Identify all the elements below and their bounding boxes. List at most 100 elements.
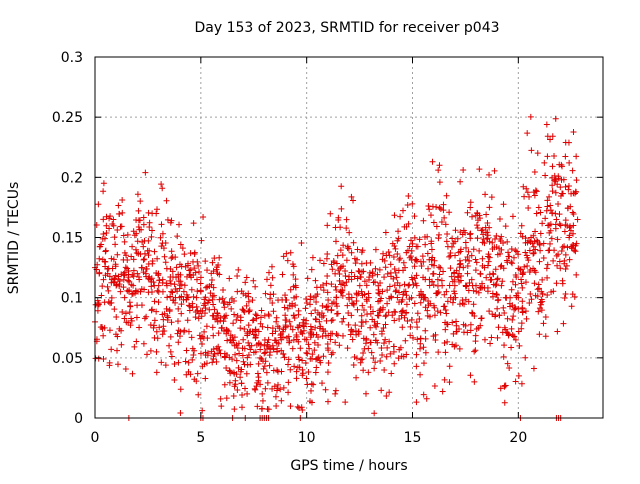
data-point	[522, 308, 529, 315]
data-point	[525, 204, 532, 211]
data-point	[304, 350, 311, 357]
data-point	[568, 303, 575, 310]
data-point	[367, 259, 374, 266]
data-point	[320, 260, 327, 267]
data-point	[392, 269, 399, 276]
data-point	[269, 342, 276, 349]
data-point	[433, 223, 440, 230]
data-point	[365, 290, 372, 297]
data-point	[556, 220, 563, 227]
data-point	[401, 314, 408, 321]
data-point	[161, 327, 168, 334]
data-point	[254, 379, 261, 386]
data-point	[308, 399, 315, 406]
data-point	[161, 253, 168, 260]
data-point	[562, 183, 569, 190]
data-point	[263, 276, 270, 283]
data-point	[472, 338, 479, 345]
data-point	[125, 268, 132, 275]
data-point	[466, 257, 473, 264]
data-point	[118, 341, 125, 348]
data-point	[544, 292, 551, 299]
data-point	[231, 406, 238, 413]
data-point	[231, 342, 238, 349]
data-point	[562, 153, 569, 160]
data-point	[560, 176, 567, 183]
data-point	[298, 404, 305, 411]
data-point	[213, 358, 220, 365]
data-point	[153, 328, 160, 335]
data-point	[337, 247, 344, 254]
data-point	[312, 277, 319, 284]
data-point	[325, 297, 332, 304]
data-point	[462, 256, 469, 263]
data-point	[443, 321, 450, 328]
data-point	[524, 189, 531, 196]
data-point	[300, 316, 307, 323]
data-point	[535, 204, 542, 211]
data-point	[176, 221, 183, 228]
data-point	[515, 328, 522, 335]
data-point	[155, 270, 162, 277]
data-point	[221, 304, 228, 311]
data-point	[414, 324, 421, 331]
data-point	[553, 216, 560, 223]
data-point	[556, 258, 563, 265]
data-point	[562, 139, 569, 146]
data-point	[193, 294, 200, 301]
data-point	[518, 276, 525, 283]
data-point	[346, 229, 353, 236]
data-point	[309, 254, 316, 261]
data-point	[216, 271, 223, 278]
data-point	[120, 276, 127, 283]
data-point	[245, 298, 252, 305]
data-point	[511, 304, 518, 311]
data-point	[557, 265, 564, 272]
data-point	[204, 299, 211, 306]
data-point	[376, 290, 383, 297]
data-point	[158, 221, 165, 228]
data-point	[399, 307, 406, 314]
data-point	[223, 330, 230, 337]
data-point	[410, 334, 417, 341]
data-point	[517, 266, 524, 273]
data-point	[403, 249, 410, 256]
data-point	[202, 349, 209, 356]
data-point	[493, 281, 500, 288]
data-point	[390, 275, 397, 282]
data-point	[370, 279, 377, 286]
data-point	[118, 223, 125, 230]
data-point	[285, 389, 292, 396]
data-point	[478, 315, 485, 322]
data-point	[202, 284, 209, 291]
data-point	[485, 251, 492, 258]
data-point	[199, 407, 206, 414]
data-point	[154, 255, 161, 262]
data-point	[378, 387, 385, 394]
y-tick-label: 0.2	[61, 170, 83, 186]
data-point	[155, 299, 162, 306]
data-point	[283, 250, 290, 257]
data-point	[452, 238, 459, 245]
data-point	[564, 244, 571, 251]
data-point	[552, 115, 559, 122]
data-point	[191, 265, 198, 272]
data-point	[540, 320, 547, 327]
data-point	[142, 169, 149, 176]
data-point	[398, 312, 405, 319]
data-point	[440, 207, 447, 214]
data-point	[390, 254, 397, 261]
data-point	[132, 246, 139, 253]
data-point	[333, 294, 340, 301]
data-point	[451, 290, 458, 297]
data-point	[324, 222, 331, 229]
data-point	[340, 263, 347, 270]
data-point	[439, 388, 446, 395]
data-point	[422, 241, 429, 248]
data-point	[296, 404, 303, 411]
data-point	[542, 172, 549, 179]
data-point	[359, 247, 366, 254]
data-point	[187, 266, 194, 273]
data-point	[472, 347, 479, 354]
data-point	[553, 280, 560, 287]
